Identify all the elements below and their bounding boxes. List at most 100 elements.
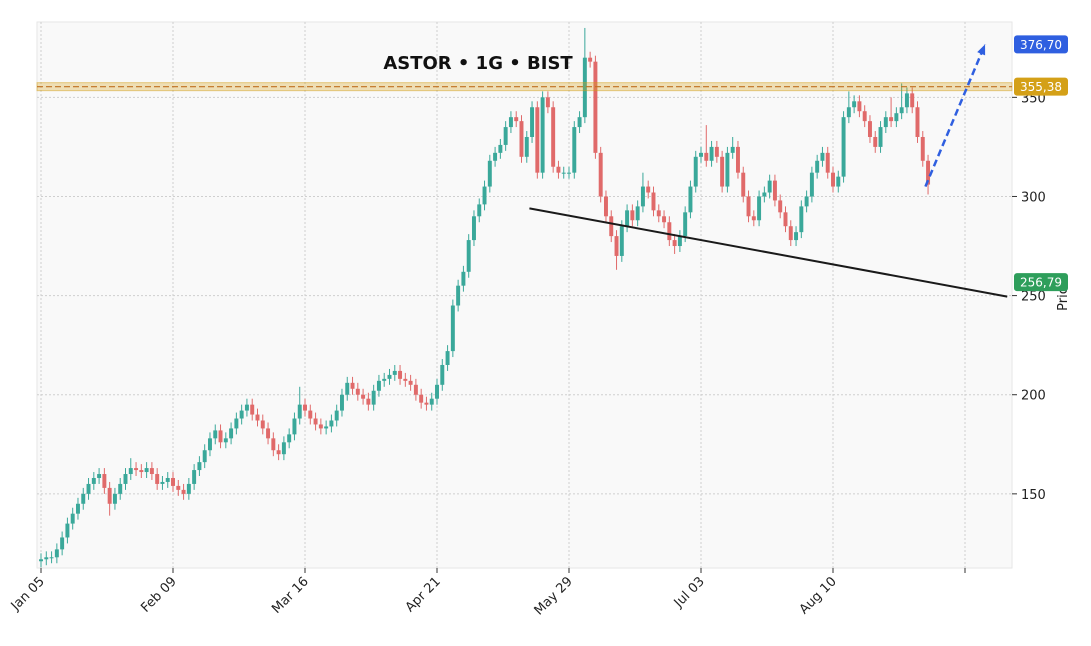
candle-body: [112, 493, 117, 504]
candle-body: [751, 216, 756, 221]
candle-body: [878, 127, 883, 147]
candle-body: [926, 160, 931, 185]
candle-body: [123, 474, 128, 484]
candle-body: [149, 468, 154, 475]
candle-body: [75, 503, 80, 514]
candle-body: [561, 172, 566, 174]
x-tick-label: Jan 05: [8, 574, 48, 614]
candle-body: [720, 156, 725, 187]
candle-body: [741, 172, 746, 197]
price-tag-label: 256,79: [1020, 276, 1062, 290]
candle-body: [70, 513, 75, 524]
candle-body: [308, 410, 313, 419]
candle-body: [904, 93, 909, 108]
candle-body: [672, 240, 677, 247]
candle-body: [767, 180, 772, 193]
y-tick-label: 300: [1021, 190, 1046, 205]
candle-body: [857, 101, 862, 112]
candle-body: [920, 136, 925, 161]
candle-body: [556, 166, 561, 173]
candle-body: [60, 537, 65, 550]
candle-body: [155, 474, 160, 484]
candle-body: [809, 172, 814, 197]
candle-body: [424, 402, 429, 405]
candle-body: [831, 172, 835, 187]
candle-body: [128, 468, 133, 475]
candle-body: [297, 404, 302, 419]
candle-body: [44, 557, 49, 560]
candle-body: [815, 160, 820, 173]
candle-body: [39, 559, 43, 562]
candle-body: [498, 144, 503, 153]
candle-body: [482, 186, 487, 205]
candle-body: [651, 192, 656, 211]
candle-body: [804, 196, 809, 207]
candle-body: [229, 428, 234, 439]
candle-body: [883, 117, 888, 128]
candle-body: [266, 428, 271, 439]
candle-body: [192, 470, 197, 484]
candle-body: [540, 97, 545, 173]
candle-body: [746, 196, 751, 217]
price-tag-label: 376,70: [1020, 38, 1062, 52]
candle-body: [725, 152, 730, 187]
candle-body: [852, 101, 857, 108]
candle-body: [186, 483, 191, 494]
target-arrow: [924, 43, 987, 188]
candle-body: [614, 236, 619, 256]
candle-body: [440, 364, 445, 385]
x-tick-label: Feb 09: [138, 574, 180, 616]
candle-body: [519, 121, 524, 157]
candle-body: [772, 180, 777, 201]
candle-body: [371, 390, 376, 405]
candle-body: [207, 438, 212, 451]
candle-body: [366, 398, 371, 405]
candle-body: [588, 57, 593, 62]
candle-body: [714, 146, 719, 157]
candle-body: [477, 204, 482, 217]
candle-body: [841, 117, 846, 177]
candle-body: [899, 107, 904, 114]
y-tick-label: 150: [1021, 488, 1046, 503]
candle-body: [735, 146, 740, 173]
candle-body: [508, 117, 513, 128]
candle-body: [345, 382, 350, 395]
candle-body: [688, 186, 693, 213]
candle-body: [398, 370, 403, 379]
candle-body: [102, 474, 107, 488]
candle-body: [889, 117, 894, 122]
candle-body: [846, 107, 851, 118]
candle-body: [355, 388, 360, 395]
candle-body: [165, 477, 170, 482]
candle-body: [171, 477, 175, 486]
candle-body: [662, 216, 667, 223]
candle-body: [530, 107, 535, 137]
candle-body: [419, 394, 424, 403]
candle-body: [535, 107, 540, 173]
candle-body: [65, 523, 70, 538]
candle-body: [382, 378, 387, 381]
candle-body: [271, 438, 276, 451]
candle-body: [303, 404, 307, 411]
candle-body: [392, 370, 397, 375]
candle-body: [667, 222, 672, 241]
candle-body: [825, 152, 830, 173]
candle-body: [572, 127, 577, 173]
candle-body: [350, 382, 355, 389]
candle-body: [313, 418, 318, 425]
candle-body: [794, 232, 799, 241]
chart-title: ASTOR • 1G • BIST: [383, 53, 573, 74]
candle-body: [239, 410, 244, 419]
candle-body: [609, 216, 614, 237]
candle-body: [91, 477, 96, 484]
x-tick-label: Apr 21: [403, 574, 444, 615]
candle-body: [234, 418, 239, 429]
candle-body: [202, 450, 207, 463]
candle-body: [778, 200, 783, 213]
candle-body: [646, 186, 651, 193]
candle-body: [324, 426, 329, 429]
candle-body: [255, 414, 260, 421]
candle-body: [487, 160, 492, 187]
candle-body: [699, 152, 703, 157]
